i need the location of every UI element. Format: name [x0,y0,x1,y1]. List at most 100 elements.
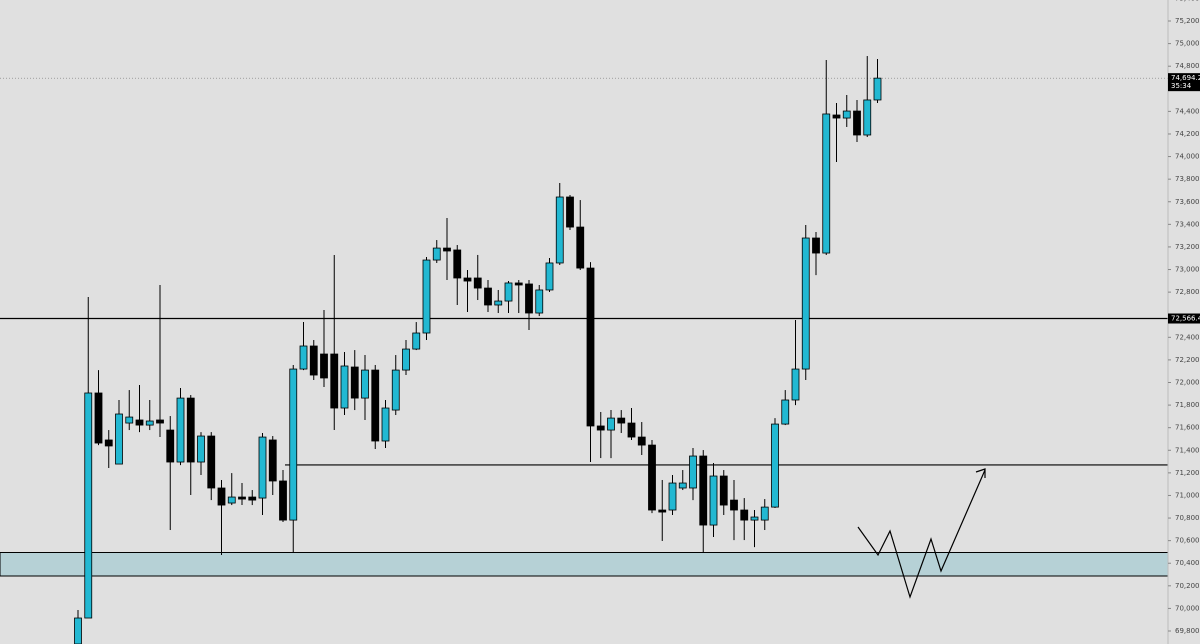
y-tick-label: 72,200.0 [1175,356,1200,364]
candle-body [555,196,564,264]
candle-body [320,353,328,379]
candle-body [514,282,523,286]
price-axis: 69,800.0 70,000.0 70,200.0 70,400.0 70,600.0… [1168,0,1200,635]
candle-body [760,506,769,521]
candle-body [371,369,380,442]
y-tick-label: 71,800.0 [1175,401,1200,409]
y-tick-label: 73,200.0 [1175,243,1200,251]
y-tick-label: 75,400.0 [1175,0,1200,2]
candle-body [186,397,195,463]
candle-body [801,237,810,370]
level-label-box [1168,313,1200,324]
candle-body [719,475,728,506]
y-tick-label: 70,200.0 [1175,582,1200,590]
candle-body [340,365,349,409]
zone [0,552,1169,577]
candle-body [248,496,257,501]
y-tick-label: 73,000.0 [1175,266,1200,274]
candle-body [84,392,93,619]
y-tick-label: 69,800.0 [1175,627,1200,635]
candle-body [391,369,400,411]
candle-body [443,247,451,252]
candle-body [781,399,790,425]
last-price-label: 74,694.2 [1171,74,1200,82]
zigzag-projection [857,469,986,599]
candle-body [873,77,882,101]
y-tick-label: 74,400.0 [1175,107,1200,115]
candle-body [279,480,287,521]
candle-body [145,420,154,426]
candle-body [637,436,646,446]
candle-body [771,423,779,508]
countdown-label: 35:34 [1171,82,1192,90]
candle-body [678,482,687,489]
candle-body [463,277,472,282]
y-tick-label: 71,600.0 [1175,424,1200,432]
candle-body [422,259,431,334]
candle-body [535,289,544,314]
candle-body [791,368,800,401]
candle-body [586,267,595,427]
candles [74,56,882,644]
candle-body [740,509,749,521]
candle-body [596,425,605,431]
y-tick-label: 70,400.0 [1175,559,1200,567]
candle-body [494,300,503,306]
candle-body [812,237,820,254]
y-tick-label: 71,200.0 [1175,469,1200,477]
candle-body [432,247,441,261]
y-tick-label: 71,400.0 [1175,446,1200,454]
level-label: 72,566.4 [1171,315,1200,323]
candle-body [402,348,410,371]
y-tick-label: 72,800.0 [1175,288,1200,296]
candle-body [166,429,175,463]
y-tick-label: 74,800.0 [1175,62,1200,70]
y-tick-label: 71,000.0 [1175,491,1200,499]
candle-body [566,196,574,228]
y-tick-label: 73,800.0 [1175,175,1200,183]
candle-body [135,419,144,426]
candle-body [361,369,369,399]
candle-body [648,444,656,511]
y-tick-label: 70,600.0 [1175,537,1200,545]
candle-body [156,419,164,424]
y-tick-label: 73,400.0 [1175,220,1200,228]
y-tick-label: 70,800.0 [1175,514,1200,522]
candle-body [545,262,554,291]
candle-body [504,282,513,302]
candle-body [176,397,185,463]
candle-body [853,110,861,136]
candle-body [299,345,308,370]
candle-body [381,407,390,442]
candle-body [730,499,738,511]
candle-body [750,516,759,521]
candle-body [709,475,718,526]
candle-body [473,277,482,289]
candle-body [607,417,615,431]
candle-body [74,617,82,644]
y-tick-label: 75,000.0 [1175,40,1200,48]
candle-body [525,283,533,314]
background-layer [0,77,1169,577]
candle-body [658,509,667,513]
candle-body [330,353,339,409]
candle-body [268,439,277,482]
candle-body [699,455,708,526]
candle-body [238,496,246,500]
y-tick-label: 70,000.0 [1175,604,1200,612]
candle-body [289,368,298,521]
y-tick-label: 73,600.0 [1175,198,1200,206]
candle-body [115,413,123,465]
candle-body [350,366,359,399]
candle-body [617,417,626,424]
arrow-head [975,468,986,478]
candle-body [412,332,421,350]
candle-body [309,345,318,376]
candle-body [822,113,831,254]
candle-body [207,435,216,489]
y-tick-label: 75,200.0 [1175,17,1200,25]
candle-body [197,435,205,463]
candle-body [125,416,134,424]
